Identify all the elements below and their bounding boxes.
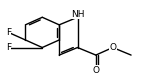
Text: O: O <box>109 43 116 52</box>
Text: O: O <box>92 66 99 75</box>
Text: F: F <box>6 43 11 52</box>
Text: NH: NH <box>71 10 84 19</box>
Text: F: F <box>6 28 11 37</box>
